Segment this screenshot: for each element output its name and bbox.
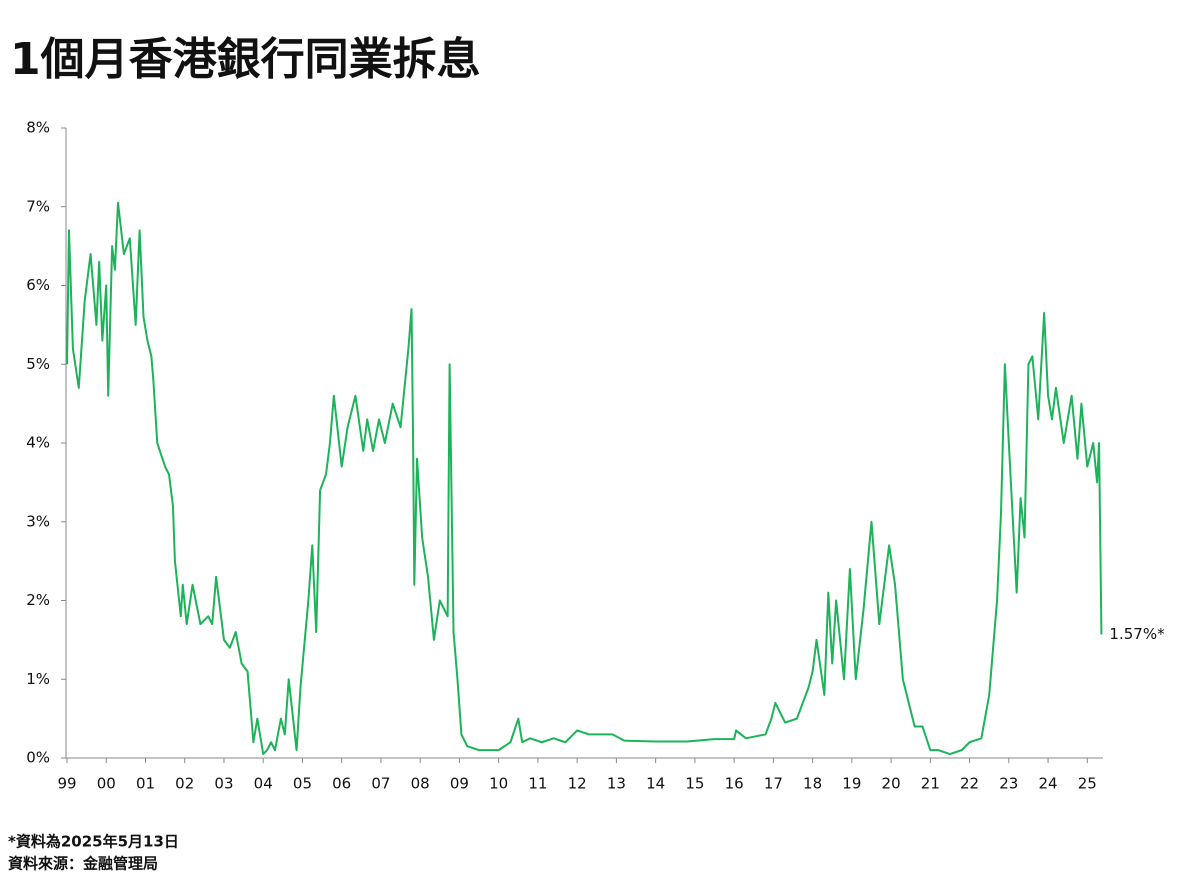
x-tick-label: 23 bbox=[999, 775, 1018, 793]
x-tick-label: 10 bbox=[489, 775, 508, 793]
x-tick-label: 13 bbox=[607, 775, 626, 793]
x-tick-label: 17 bbox=[764, 775, 783, 793]
x-tick-label: 20 bbox=[882, 775, 901, 793]
x-tick-label: 16 bbox=[725, 775, 744, 793]
y-tick-label: 7% bbox=[26, 197, 50, 215]
x-tick-label: 11 bbox=[528, 775, 547, 793]
end-label: 1.57%* bbox=[1109, 625, 1165, 643]
footnote: *資料為2025年5月13日 bbox=[8, 833, 179, 851]
x-tick-label: 12 bbox=[568, 775, 587, 793]
y-tick-label: 3% bbox=[26, 512, 50, 530]
x-tick-label: 18 bbox=[803, 775, 822, 793]
x-tick-label: 99 bbox=[57, 775, 76, 793]
x-tick-label: 03 bbox=[214, 775, 233, 793]
x-tick-label: 08 bbox=[411, 775, 430, 793]
y-tick-label: 5% bbox=[26, 355, 50, 373]
x-tick-label: 24 bbox=[1039, 775, 1058, 793]
y-tick-label: 1% bbox=[26, 670, 50, 688]
x-tick-label: 04 bbox=[254, 775, 273, 793]
x-tick-label: 01 bbox=[136, 775, 155, 793]
y-tick-label: 2% bbox=[26, 591, 50, 609]
x-tick-label: 22 bbox=[960, 775, 979, 793]
x-tick-label: 07 bbox=[371, 775, 390, 793]
chart-title: 1個月香港銀行同業拆息 bbox=[10, 34, 481, 85]
x-tick-label: 02 bbox=[175, 775, 194, 793]
y-tick-label: 6% bbox=[26, 276, 50, 294]
x-tick-label: 14 bbox=[646, 775, 665, 793]
y-tick-label: 4% bbox=[26, 434, 50, 452]
x-tick-label: 05 bbox=[293, 775, 312, 793]
footnote: 資料來源：金融管理局 bbox=[8, 855, 158, 873]
x-tick-label: 15 bbox=[685, 775, 704, 793]
x-tick-label: 19 bbox=[842, 775, 861, 793]
x-tick-label: 00 bbox=[97, 775, 116, 793]
x-tick-label: 21 bbox=[921, 775, 940, 793]
x-tick-label: 09 bbox=[450, 775, 469, 793]
y-tick-label: 8% bbox=[26, 119, 50, 137]
x-tick-label: 25 bbox=[1078, 775, 1097, 793]
x-tick-label: 06 bbox=[332, 775, 351, 793]
line-series bbox=[66, 201, 1103, 756]
y-tick-label: 0% bbox=[26, 749, 50, 767]
